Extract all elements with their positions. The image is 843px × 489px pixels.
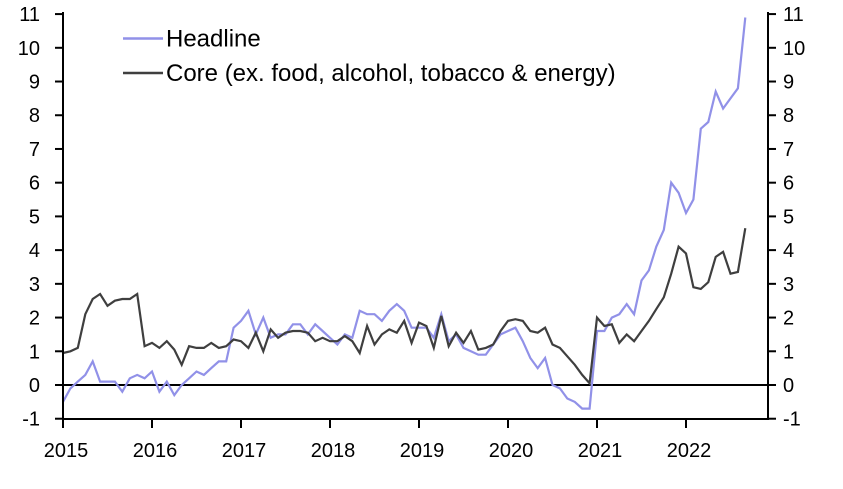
y-tick-label-left: 2 [29, 308, 40, 330]
y-tick-label-right: 6 [783, 173, 794, 195]
core-series-line [62, 228, 747, 386]
y-tick-label-left: 5 [29, 206, 40, 228]
y-tick-label-right: 2 [783, 308, 794, 330]
y-tick-label-left: 7 [29, 139, 40, 161]
x-tick-label: 2022 [667, 440, 712, 462]
y-tick-label-left: 6 [29, 173, 40, 195]
legend-label-headline: Headline [166, 26, 261, 53]
y-tick-label-left: 0 [29, 375, 40, 397]
x-tick-label: 2019 [400, 440, 445, 462]
y-tick-label-left: 1 [29, 341, 40, 363]
x-tick-label: 2018 [311, 440, 356, 462]
x-tick-label: 2016 [133, 440, 178, 462]
y-tick-label-left: 8 [29, 105, 40, 127]
y-tick-label-left: 11 [19, 4, 40, 26]
y-tick-label-left: 9 [29, 72, 40, 94]
x-tick-label: 2020 [489, 440, 534, 462]
y-tick-label-right: 4 [783, 240, 794, 262]
series-layer [62, 17, 747, 410]
y-tick-label-left: 4 [29, 240, 40, 262]
ticks-layer [55, 13, 776, 428]
y-tick-label-right: 8 [783, 105, 794, 127]
y-tick-label-left: 3 [29, 274, 40, 296]
headline-series-line [62, 17, 747, 410]
y-tick-label-right: 9 [783, 72, 794, 94]
x-tick-label: 2021 [578, 440, 623, 462]
y-tick-label-right: 7 [783, 139, 794, 161]
y-tick-label-right: 11 [783, 4, 804, 26]
y-tick-label-right: 0 [783, 375, 794, 397]
legend-label-core: Core (ex. food, alcohol, tobacco & energ… [166, 60, 616, 87]
x-tick-label: 2017 [222, 440, 267, 462]
y-tick-label-right: 1 [783, 341, 794, 363]
x-tick-label: 2015 [44, 440, 89, 462]
chart-legend: Headline Core (ex. food, alcohol, tobacc… [123, 26, 616, 87]
y-tick-label-left: 10 [18, 38, 40, 60]
y-tick-label-right: 3 [783, 274, 794, 296]
y-tick-label-right: 5 [783, 206, 794, 228]
y-tick-label-right: -1 [783, 409, 801, 431]
y-tick-label-right: 10 [783, 38, 805, 60]
y-tick-label-left: -1 [22, 409, 40, 431]
